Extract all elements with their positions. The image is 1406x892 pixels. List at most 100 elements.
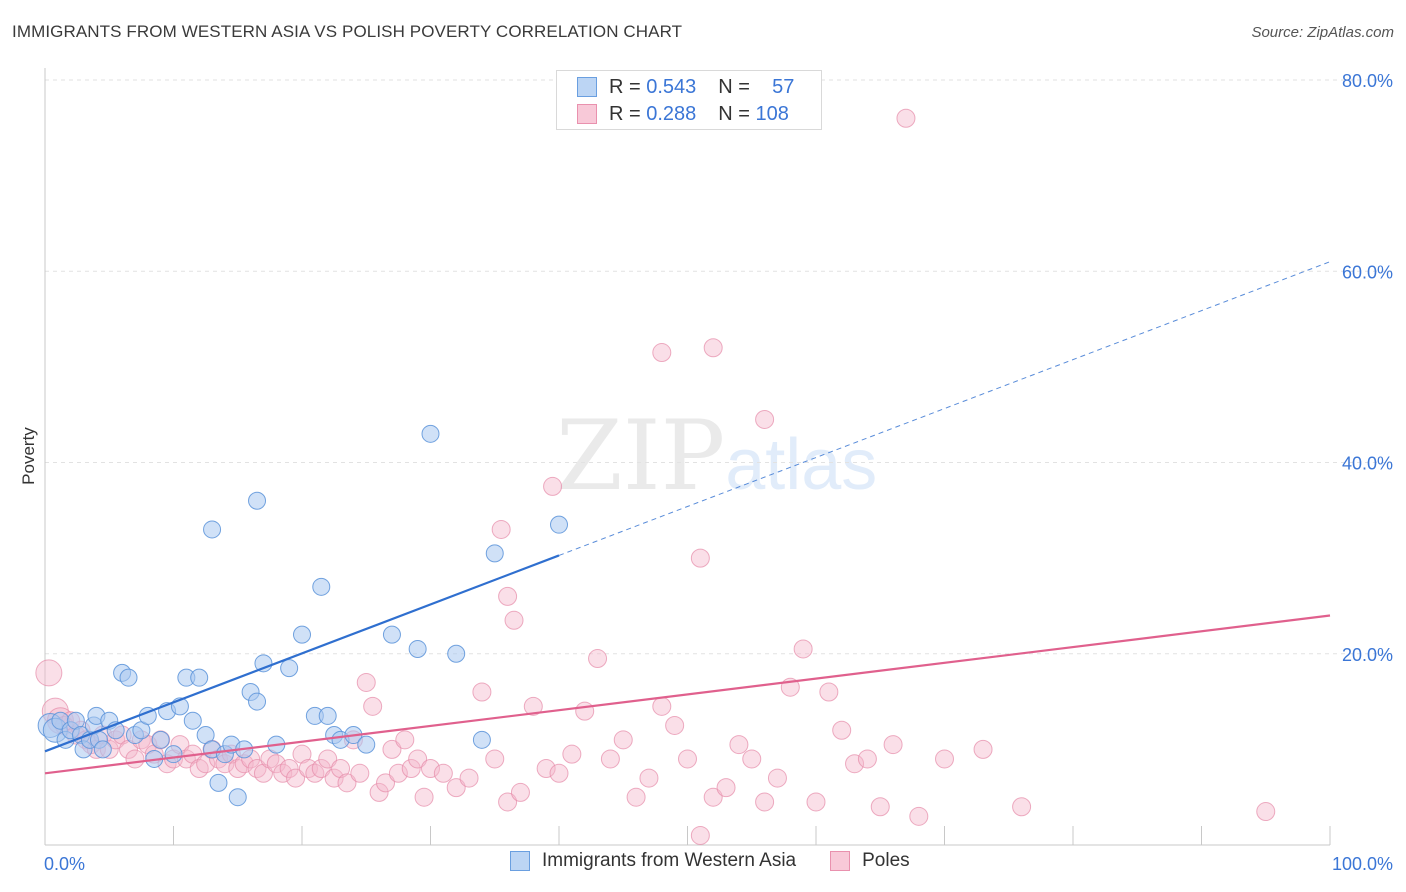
poles-point [536,759,556,778]
x-tick-label: 0.0% [44,854,85,874]
western-asia-trendline [44,554,560,753]
legend-swatch-pink [830,851,851,871]
western-asia-point [293,625,311,644]
legend-label-western-asia: Immigrants from Western Asia [542,850,797,871]
western-asia-point [248,491,267,510]
watermark-zip: ZIP [556,400,726,512]
poles-point [498,792,518,812]
western-asia-point [550,515,568,534]
watermark-atlas: atlas [725,425,878,505]
poles-point [845,754,865,774]
poles-point [35,659,63,687]
legend-r-value: 0.288 [646,102,697,125]
poles-point [729,735,749,755]
poles-point [742,749,762,769]
poles-point [324,768,344,788]
poles-point [472,682,492,702]
poles-point [857,749,877,769]
legend-row-western-asia: R = 0.543 N = 57 [577,75,794,99]
legend-swatch-pink [577,104,597,124]
poles-trendline [44,614,1331,775]
legend-r-value: 0.543 [646,75,697,98]
legend-label-poles: Poles [862,850,910,871]
legend-item-poles: Poles [830,850,910,872]
x-tick-label: 100.0% [1332,854,1393,874]
poles-point [678,749,697,769]
poles-point [703,787,723,807]
legend-n-value: 57 [772,75,795,98]
y-tick-label: 20.0% [1342,645,1393,665]
western-asia-point [280,659,299,678]
western-asia-point [485,544,504,563]
poles-point [292,744,312,764]
legend-row-poles: R = 0.288 N = 108 [577,102,789,126]
legend-n-label: N = [718,102,750,125]
western-asia-point [183,711,202,730]
legend-r-label: R = [609,102,641,125]
y-tick-label: 40.0% [1342,454,1393,474]
poles-point [382,739,402,759]
poles-point [363,696,383,716]
poles-point [562,744,582,764]
source-label: Source: ZipAtlas.com [1251,24,1394,41]
poles-point [376,773,396,793]
poles-point [331,759,351,778]
poles-point [819,682,839,702]
poles-point [543,476,563,496]
western-asia-point [421,424,440,443]
poles-point [459,768,479,788]
poles-point [485,749,505,769]
poles-point [388,763,408,783]
legend-swatch-blue [577,77,597,97]
poles-point [652,343,672,363]
poles-point [337,773,357,793]
poles-point [253,763,273,783]
poles-point [690,825,710,845]
poles-point [498,586,518,606]
poles-point [311,759,331,778]
western-asia-point [472,730,491,749]
legend-swatch-blue [510,851,530,871]
poles-point [703,338,723,358]
poles-point [896,108,916,128]
poles-point [652,696,672,716]
poles-point [973,739,993,759]
poles-point [408,749,428,769]
western-asia-point [228,788,247,807]
western-asia-point [312,577,331,596]
western-asia-point [209,773,228,792]
western-asia-point [447,644,466,663]
poles-point [401,759,421,778]
poles-point [626,787,646,807]
poles-point [433,763,453,783]
western-asia-point [190,668,209,687]
poles-point [870,797,890,817]
western-asia-point [119,668,138,687]
western-asia-point [357,735,376,754]
poles-point [318,749,338,769]
poles-point [421,759,440,778]
y-tick-label: 60.0% [1342,262,1393,282]
poles-point [909,806,929,826]
poles-point [588,649,608,669]
poles-point [125,749,145,769]
poles-point [446,778,466,798]
legend-n-label: N = [718,75,750,98]
western-asia-point [318,706,337,725]
series-legend: Immigrants from Western Asia Poles [510,850,944,872]
y-axis-label: Poverty [19,427,38,485]
poles-point [716,778,736,798]
poles-point [613,730,633,750]
poles-point [350,763,370,783]
poles-point [549,763,569,783]
western-asia-point [93,740,112,759]
poles-point [639,768,659,788]
poles-point [279,759,299,778]
poles-point [395,730,415,750]
legend-r-label: R = [609,75,641,98]
western-asia-point [248,692,267,711]
poles-point [414,787,434,807]
chart-title: IMMIGRANTS FROM WESTERN ASIA VS POLISH P… [12,22,683,41]
poles-point [356,672,376,692]
